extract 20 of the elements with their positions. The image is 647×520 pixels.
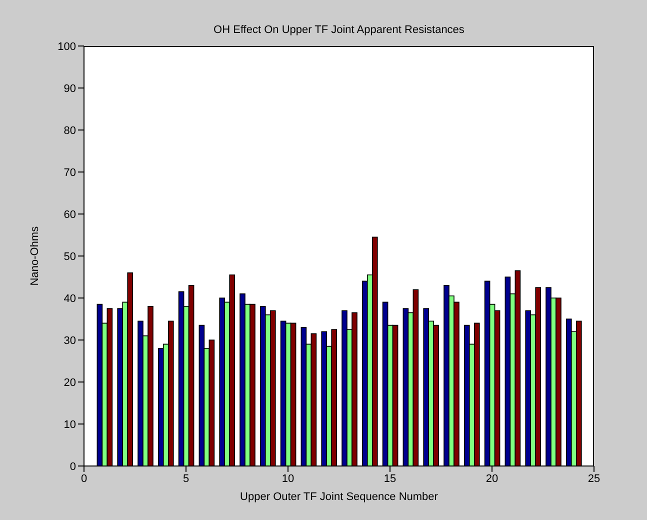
y-tick-label: 60 xyxy=(64,208,76,221)
x-tick-label: 5 xyxy=(182,472,190,485)
y-tick-label: 20 xyxy=(64,376,76,389)
y-tick-label: 70 xyxy=(64,166,76,179)
x-axis-title: Upper Outer TF Joint Sequence Number xyxy=(240,491,438,503)
x-tick-label: 25 xyxy=(588,472,600,485)
x-tick-label: 15 xyxy=(384,472,396,485)
x-tick-label: 10 xyxy=(282,472,294,485)
y-tick-label: 0 xyxy=(70,460,76,473)
y-tick-label: 100 xyxy=(58,40,76,53)
y-tick-label: 10 xyxy=(64,418,76,431)
y-tick-label: 40 xyxy=(64,292,76,305)
y-axis-title: Nano-Ohms xyxy=(28,226,41,286)
chart-title: OH Effect On Upper TF Joint Apparent Resistances xyxy=(212,24,466,36)
y-tick-label: 80 xyxy=(64,124,76,137)
y-tick-label: 90 xyxy=(64,82,76,95)
x-tick-label: 20 xyxy=(486,472,498,485)
y-tick-label: 50 xyxy=(64,250,76,263)
y-tick-label: 30 xyxy=(64,334,76,347)
x-tick-label: 0 xyxy=(80,472,88,485)
